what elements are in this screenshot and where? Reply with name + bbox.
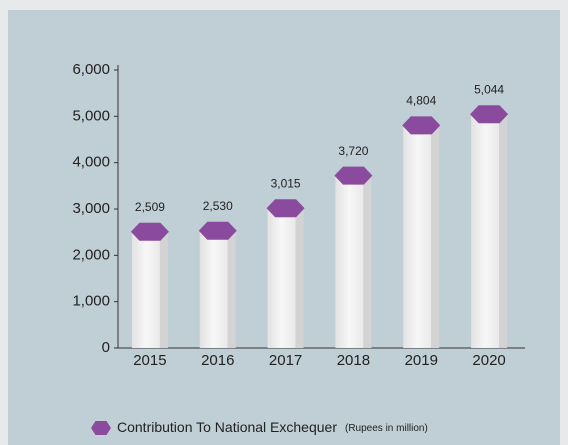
x-tick-label: 2017 [269,352,302,369]
value-label: 3,015 [271,176,301,190]
bar [198,221,237,348]
y-tick-label: 2,000 [72,246,110,263]
y-tick-label: 3,000 [72,200,110,217]
x-tick-label: 2020 [472,352,505,369]
bar [266,199,305,348]
bar-front [267,208,296,348]
y-tick-label: 1,000 [72,293,110,310]
value-label: 3,720 [338,144,368,158]
legend-label: Contribution To National Exchequer (Rupee… [117,419,428,435]
bar-front [199,230,228,348]
legend-name: Contribution To National Exchequer [117,419,337,435]
bar-top [470,105,509,124]
bar-side [499,114,508,348]
bar-side [363,175,372,348]
bar [402,116,441,348]
bar-side [227,230,236,348]
bar-front [131,231,160,348]
bar-side [159,231,168,348]
bar-side [295,208,304,348]
bar-top [130,222,169,241]
bar-side [431,125,440,348]
bar [470,105,509,348]
bar-front [403,125,432,348]
bar-top [334,166,373,185]
bar-top [266,199,305,218]
legend-marker [91,421,111,435]
bar-front [471,114,500,348]
bar [130,222,169,348]
y-tick-label: 0 [102,339,110,356]
x-tick-label: 2018 [337,352,370,369]
value-label: 5,044 [474,82,504,96]
value-label: 2,509 [135,200,165,214]
y-tick-label: 6,000 [72,61,110,78]
x-tick-label: 2016 [201,352,234,369]
bar-top [402,116,441,135]
y-tick-label: 4,000 [72,154,110,171]
value-label: 4,804 [406,94,436,108]
value-label: 2,530 [203,199,233,213]
x-tick-label: 2019 [405,352,438,369]
x-tick-label: 2015 [133,352,166,369]
legend-note: (Rupees in million) [345,423,428,434]
bar-top [198,221,237,240]
bar-front [335,175,364,348]
y-tick-label: 5,000 [72,107,110,124]
bar [334,166,373,348]
